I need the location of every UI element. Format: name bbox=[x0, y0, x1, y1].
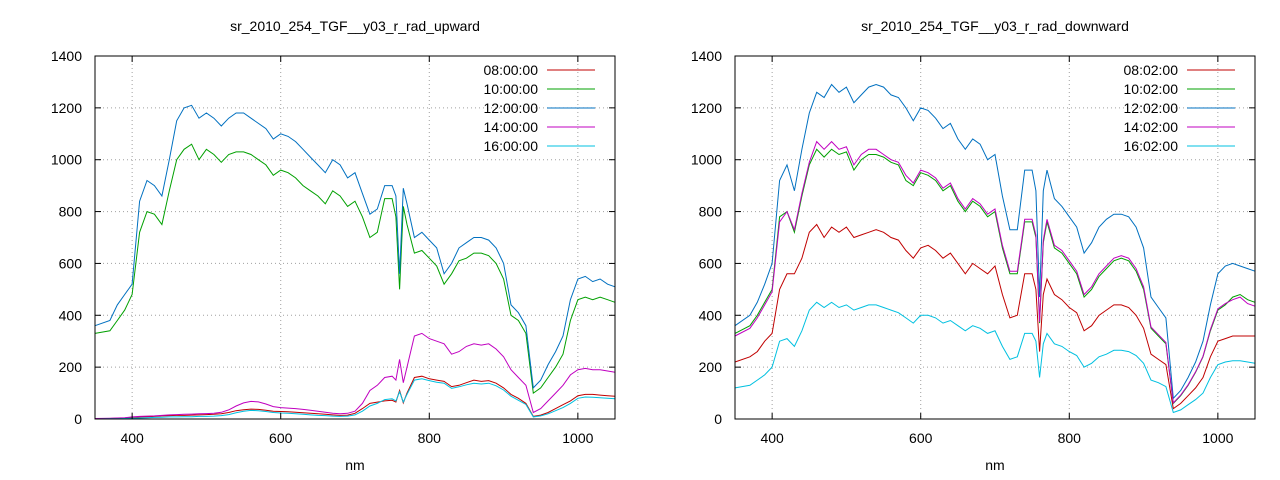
series-line-3 bbox=[94, 332, 616, 419]
legend-label: 08:00:00 bbox=[484, 62, 539, 78]
series-line-1 bbox=[94, 143, 616, 394]
y-tick-label: 0 bbox=[714, 411, 722, 427]
legend-label: 16:02:00 bbox=[1124, 138, 1179, 154]
y-tick-label: 1200 bbox=[691, 100, 722, 116]
y-tick-label: 1200 bbox=[51, 100, 82, 116]
x-tick-label: 400 bbox=[760, 430, 784, 446]
x-tick-label: 400 bbox=[120, 430, 144, 446]
series-line-4 bbox=[734, 301, 1256, 414]
x-tick-label: 1000 bbox=[1202, 430, 1233, 446]
chart-downward: sr_2010_254_TGF__y03_r_rad_downward nm 4… bbox=[691, 18, 1256, 473]
x-axis-label: nm bbox=[985, 457, 1004, 473]
plot-frame bbox=[94, 55, 616, 420]
series-line-0 bbox=[94, 375, 616, 420]
legend-label: 12:02:00 bbox=[1124, 100, 1179, 116]
legend-label: 12:00:00 bbox=[484, 100, 539, 116]
y-tick-label: 1400 bbox=[691, 48, 722, 64]
y-tick-label: 1000 bbox=[51, 152, 82, 168]
y-tick-label: 1000 bbox=[691, 152, 722, 168]
y-tick-label: 400 bbox=[699, 307, 723, 323]
y-tick-label: 0 bbox=[74, 411, 82, 427]
y-tick-label: 600 bbox=[699, 255, 723, 271]
legend-label: 08:02:00 bbox=[1124, 62, 1179, 78]
y-tick-label: 600 bbox=[59, 255, 83, 271]
y-tick-label: 1400 bbox=[51, 48, 82, 64]
series-line-4 bbox=[94, 378, 616, 420]
legend-label: 16:00:00 bbox=[484, 138, 539, 154]
legend-label: 14:02:00 bbox=[1124, 119, 1179, 135]
x-axis-label: nm bbox=[345, 457, 364, 473]
series-line-3 bbox=[734, 140, 1256, 405]
chart-title: sr_2010_254_TGF__y03_r_rad_upward bbox=[230, 18, 480, 34]
y-tick-label: 800 bbox=[59, 204, 83, 220]
y-tick-label: 200 bbox=[699, 359, 723, 375]
series-line-2 bbox=[734, 83, 1256, 400]
legend-label: 10:02:00 bbox=[1124, 81, 1179, 97]
series-line-0 bbox=[734, 223, 1255, 410]
y-tick-label: 800 bbox=[699, 204, 723, 220]
y-tick-label: 400 bbox=[59, 307, 83, 323]
series-line-2 bbox=[94, 104, 616, 390]
x-tick-label: 600 bbox=[909, 430, 933, 446]
chart-title: sr_2010_254_TGF__y03_r_rad_downward bbox=[861, 18, 1129, 34]
chart-upward: sr_2010_254_TGF__y03_r_rad_upward nm 400… bbox=[51, 18, 616, 473]
x-tick-label: 800 bbox=[418, 430, 442, 446]
legend-label: 10:00:00 bbox=[484, 81, 539, 97]
x-tick-label: 600 bbox=[269, 430, 293, 446]
x-tick-label: 800 bbox=[1058, 430, 1082, 446]
y-tick-label: 200 bbox=[59, 359, 83, 375]
plot-frame bbox=[734, 55, 1256, 420]
x-tick-label: 1000 bbox=[562, 430, 593, 446]
legend-label: 14:00:00 bbox=[484, 119, 539, 135]
series-line-1 bbox=[734, 148, 1256, 405]
